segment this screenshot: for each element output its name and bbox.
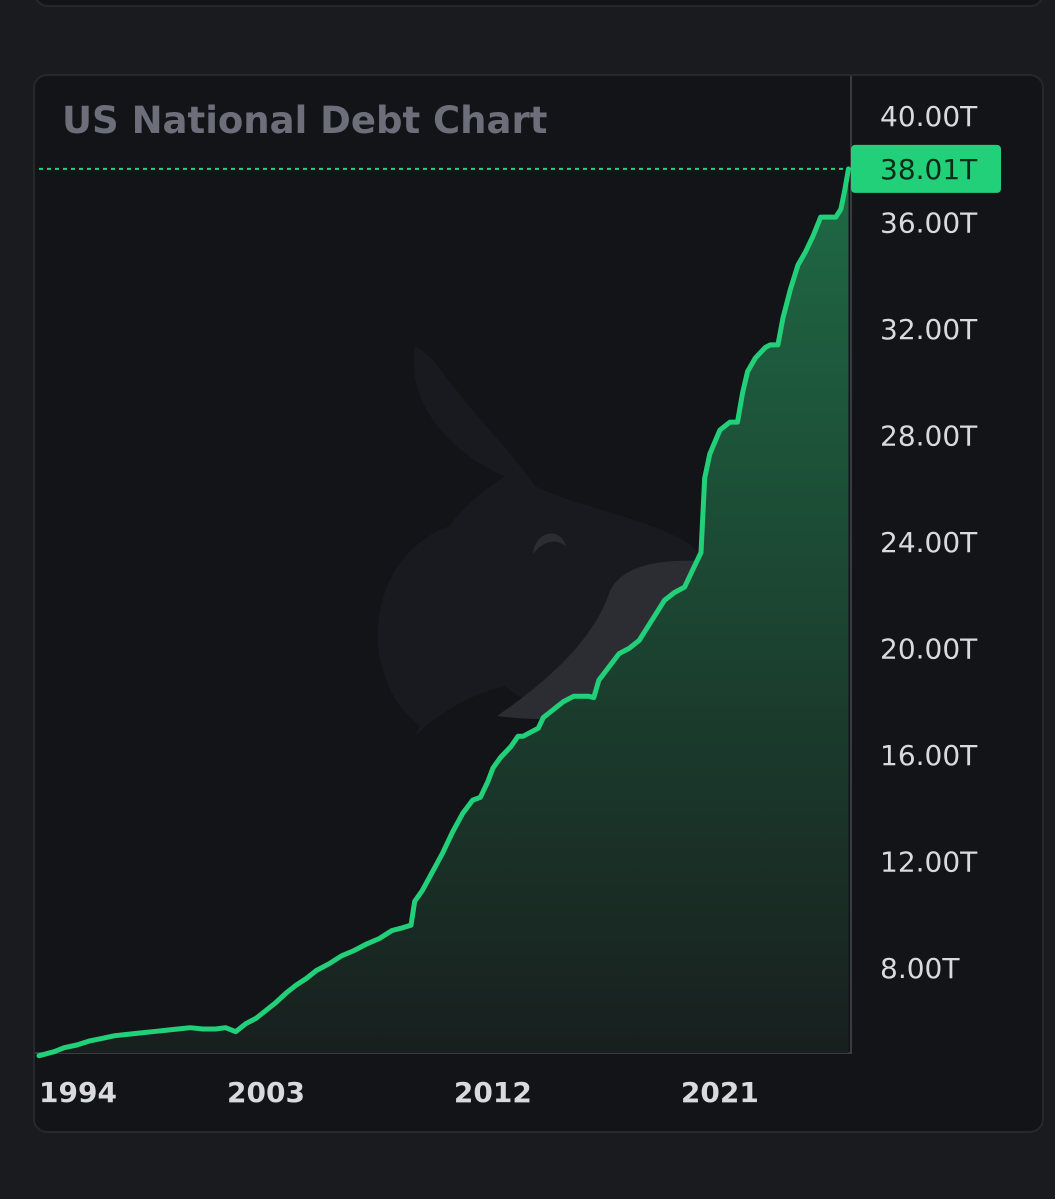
- y-tick-label: 36.00T: [880, 206, 978, 239]
- chart-svg[interactable]: US National Debt Chart 8.00T 12.00T 16.00T…: [35, 76, 1044, 1133]
- debt-series-line[interactable]: [36, 166, 851, 1059]
- y-tick-label: 24.00T: [880, 526, 978, 559]
- y-tick-label: 12.00T: [880, 845, 978, 878]
- previous-card: [34, 0, 1044, 7]
- chart-card: US National Debt Chart 8.00T 12.00T 16.00T…: [33, 74, 1044, 1133]
- y-tick-label: 28.00T: [880, 419, 978, 452]
- x-tick-label: 2003: [227, 1076, 305, 1109]
- chart-title: US National Debt Chart: [62, 99, 547, 142]
- x-tick-label: 2012: [454, 1076, 532, 1109]
- y-tick-label: 32.00T: [880, 313, 978, 346]
- y-tick-label: 16.00T: [880, 739, 978, 772]
- y-tick-label: 20.00T: [880, 632, 978, 665]
- y-tick-label: 8.00T: [880, 952, 960, 985]
- last-value-label: 38.01T: [880, 153, 978, 186]
- y-tick-label: 40.00T: [880, 100, 978, 133]
- x-axis-ticks: 1994 2003 2012 2021: [39, 1076, 759, 1109]
- debt-area-fill: [39, 168, 849, 1056]
- y-axis-ticks: 8.00T 12.00T 16.00T 20.00T 24.00T 28.00T 32.00…: [880, 100, 978, 985]
- x-tick-label: 1994: [39, 1076, 117, 1109]
- plot-area: [36, 166, 851, 1059]
- x-tick-label: 2021: [681, 1076, 759, 1109]
- last-value-badge: [851, 144, 1001, 193]
